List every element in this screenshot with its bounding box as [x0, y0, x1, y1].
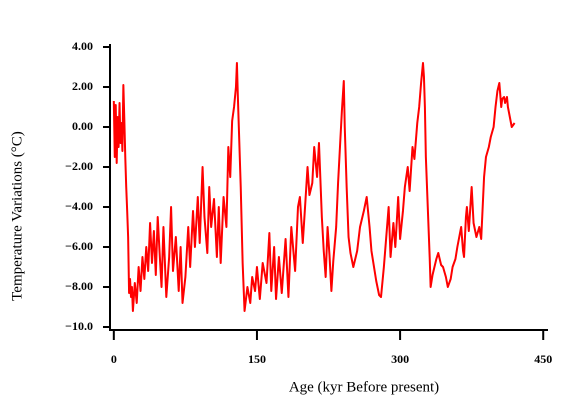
y-tick-label: −2.00 [65, 159, 93, 173]
x-tick-label: 300 [391, 352, 409, 366]
x-tick-label: 450 [534, 352, 552, 366]
y-tick-label: −10.0 [65, 319, 93, 333]
x-tick-label: 150 [248, 352, 266, 366]
y-tick-label: −6.00 [65, 239, 93, 253]
y-tick-label: −8.00 [65, 279, 93, 293]
y-tick-label: −4.00 [65, 199, 93, 213]
y-tick-label: 2.00 [72, 79, 93, 93]
y-tick-label: 0.00 [72, 119, 93, 133]
x-tick-label: 0 [111, 352, 117, 366]
y-tick-label: 4.00 [72, 39, 93, 53]
x-axis-title: Age (kyr Before present) [289, 379, 439, 395]
data-line [112, 62, 516, 312]
y-axis-title: Temperature Variations (°C) [9, 131, 25, 301]
